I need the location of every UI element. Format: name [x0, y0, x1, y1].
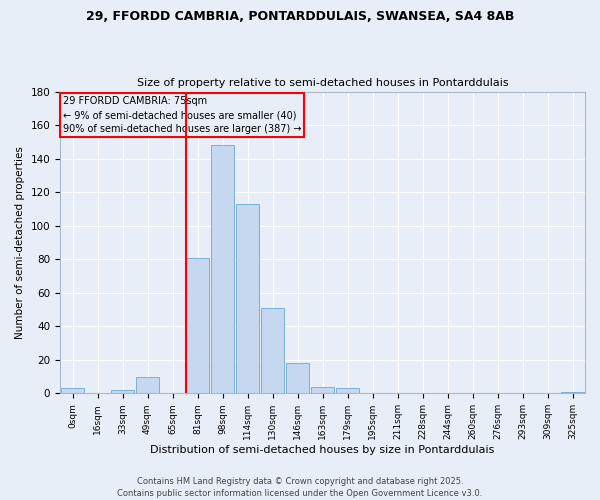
Bar: [311, 386, 334, 394]
Text: Contains HM Land Registry data © Crown copyright and database right 2025.
Contai: Contains HM Land Registry data © Crown c…: [118, 476, 482, 498]
Bar: [61, 388, 84, 394]
Bar: [186, 258, 209, 394]
Bar: [286, 363, 309, 394]
X-axis label: Distribution of semi-detached houses by size in Pontarddulais: Distribution of semi-detached houses by …: [151, 445, 495, 455]
Bar: [211, 145, 234, 394]
Bar: [136, 376, 159, 394]
Bar: [261, 308, 284, 394]
Bar: [561, 392, 584, 394]
Text: 29 FFORDD CAMBRIA: 75sqm
← 9% of semi-detached houses are smaller (40)
90% of se: 29 FFORDD CAMBRIA: 75sqm ← 9% of semi-de…: [62, 96, 301, 134]
Y-axis label: Number of semi-detached properties: Number of semi-detached properties: [15, 146, 25, 339]
Text: 29, FFORDD CAMBRIA, PONTARDDULAIS, SWANSEA, SA4 8AB: 29, FFORDD CAMBRIA, PONTARDDULAIS, SWANS…: [86, 10, 514, 23]
Bar: [336, 388, 359, 394]
Bar: [111, 390, 134, 394]
Title: Size of property relative to semi-detached houses in Pontarddulais: Size of property relative to semi-detach…: [137, 78, 508, 88]
Bar: [236, 204, 259, 394]
